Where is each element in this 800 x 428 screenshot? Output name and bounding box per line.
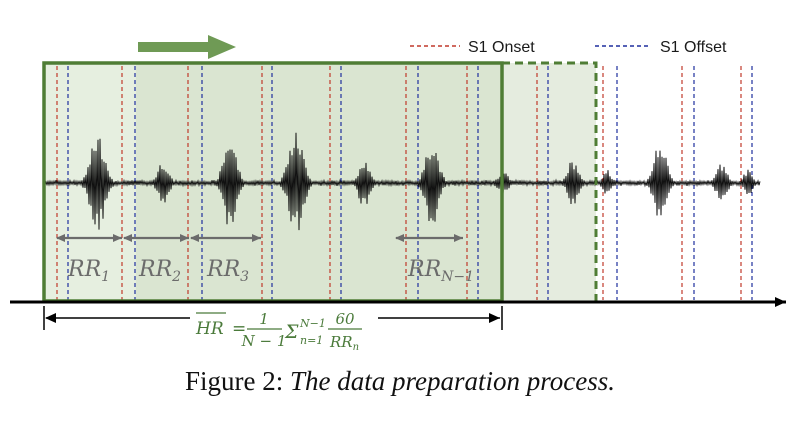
fraction-1-denominator: N − 1: [241, 332, 287, 350]
fraction-1-numerator: 1: [259, 310, 269, 328]
figure-caption: Figure 2: The data preparation process.: [0, 366, 800, 397]
window-span-indicator: [43, 306, 503, 330]
hr-equals: =: [232, 319, 246, 339]
right-arrow-icon: [138, 35, 236, 59]
fraction-2-denominator: RRn: [329, 333, 359, 353]
sigma-symbol: Σ: [284, 321, 299, 343]
caption-title: The data preparation process.: [290, 366, 615, 396]
rr-label-2: RR2: [138, 257, 181, 285]
fraction-2-numerator: 60: [335, 310, 355, 328]
legend-onset-label: S1 Onset: [468, 39, 535, 56]
rr-label-n-minus-1: RRN−1: [407, 257, 474, 285]
sigma-lower-limit: n=1: [300, 334, 323, 347]
legend: S1 Onset S1 Offset: [410, 39, 727, 56]
legend-offset-label: S1 Offset: [660, 39, 727, 56]
heart-sound-signal: [43, 132, 761, 231]
rr-label-3: RR3: [206, 257, 249, 285]
sigma-upper-limit: N−1: [299, 317, 326, 330]
heart-rate-formula: HR = 1 N − 1 Σ N−1 n=1 60 RRn: [195, 310, 362, 353]
hr-symbol: HR: [195, 319, 224, 339]
next-window-outline: [502, 61, 598, 301]
caption-prefix: Figure 2:: [185, 366, 290, 396]
rr-label-1: RR1: [67, 257, 110, 285]
s1-marker-lines: [56, 66, 753, 300]
